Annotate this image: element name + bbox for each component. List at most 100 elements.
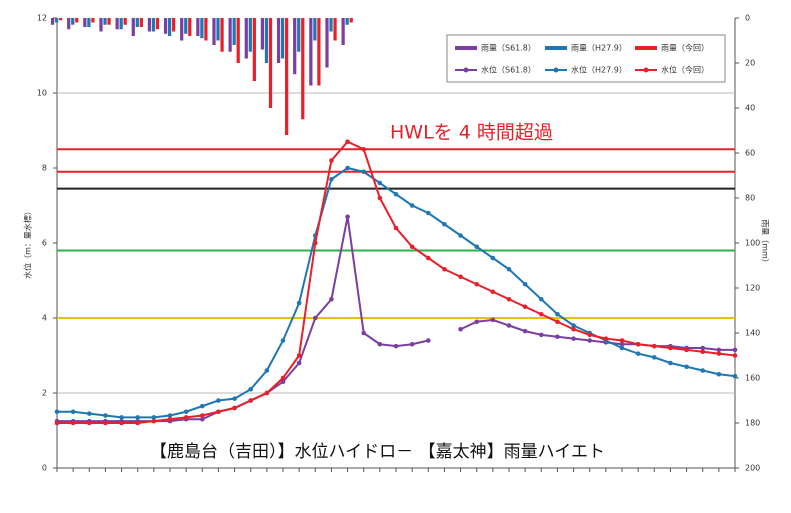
annotation: HWLを 4 時間超過 [390,122,553,144]
water-level-point [635,341,641,347]
water-level-point [167,413,173,418]
water-level-point [393,225,399,231]
rain-bar [297,18,301,52]
water-level-point [732,347,738,353]
rain-bar [131,18,135,36]
caption-bg [145,438,725,464]
water-level-point [603,336,609,341]
water-level-point [264,390,270,396]
rain-bar [345,18,349,25]
rain-bar [228,18,232,52]
rain-bar [309,18,313,86]
water-level-point [409,341,415,347]
legend-label: 雨量（今回） [661,43,709,53]
rain-bar [135,18,139,27]
water-level-point [506,296,512,302]
rain-bar [317,18,321,86]
y2-tick-label: 200 [745,464,760,473]
water-level-point [668,360,673,366]
water-level-point [135,420,141,426]
rain-bar [163,18,168,34]
water-level-point [490,317,496,323]
rain-bar [252,18,256,81]
rain-bar [119,18,123,30]
water-level-point [232,405,237,411]
y2-tick-label: 160 [745,374,760,383]
water-level-point [119,420,124,426]
y-tick-label: 2 [42,389,47,398]
rain-bar [341,18,345,45]
rain-bar [50,18,55,25]
water-level-point [587,332,593,338]
rain-bar [264,18,269,63]
rain-bar [67,18,71,30]
water-level-point [70,420,76,426]
water-level-point [409,244,415,250]
water-level-point [248,386,254,392]
water-level-point [555,319,560,325]
water-level-point [167,416,173,422]
water-level-point [409,203,415,208]
y2-tick-label: 20 [745,59,755,68]
water-level-point [442,221,447,227]
rain-bar [325,18,329,68]
rain-bar [115,18,119,30]
water-level-point [296,360,302,366]
water-level-point [345,139,350,145]
rain-bar [212,18,216,45]
legend-marker [643,67,649,73]
rain-bar [123,18,127,25]
y2-axis-label: 雨量（mm） [761,219,770,267]
water-level-point [474,319,480,325]
rain-bar [180,18,184,41]
water-level-point [264,368,270,373]
water-level-point [506,266,512,272]
water-level-point [248,398,254,403]
rain-bar [54,18,59,23]
water-level-point [86,420,92,426]
y-tick-label: 4 [42,314,47,323]
water-level-point [555,311,560,317]
water-level-point [522,328,528,334]
y2-tick-label: 120 [745,284,760,293]
rain-bar [188,18,192,36]
water-level-point [329,296,334,302]
water-level-point [135,415,141,420]
caption: 【鹿島台（吉田）】水位ハイドロ－ 【嘉太神】雨量ハイエト [150,442,605,462]
y2-tick-label: 0 [745,14,750,23]
water-level-point [393,343,399,349]
y2-tick-label: 180 [745,419,760,428]
water-level-point [280,338,286,343]
water-level-point [732,373,738,379]
legend-box [446,34,726,83]
legend-label: 雨量（S61.8） [481,44,536,53]
water-level-point [296,300,302,306]
water-level-point [54,420,60,426]
rain-bar [196,18,200,36]
water-level-point [651,355,657,360]
water-level-point [86,411,92,416]
y2-tick-label: 60 [745,149,755,158]
water-level-point [199,416,205,422]
water-level-point [716,347,722,353]
y-tick-label: 0 [42,464,47,473]
water-level-point [329,176,334,182]
water-level-point [716,351,722,356]
water-level-point [668,345,673,351]
water-level-point [377,180,383,186]
water-level-point [216,409,221,415]
rain-bar [260,18,265,50]
rain-bar [139,18,143,27]
water-level-point [54,409,60,415]
legend-label: 雨量（H27.9） [571,44,627,53]
rain-bar [147,18,152,32]
rain-bar [216,18,220,41]
water-level-point [538,332,544,338]
water-level-point [684,347,689,353]
water-level-point [474,244,480,250]
water-level-point [425,338,431,343]
rain-bar [313,18,317,41]
legend-label: 水位（S61.8） [481,65,536,75]
water-level-point [199,403,205,409]
